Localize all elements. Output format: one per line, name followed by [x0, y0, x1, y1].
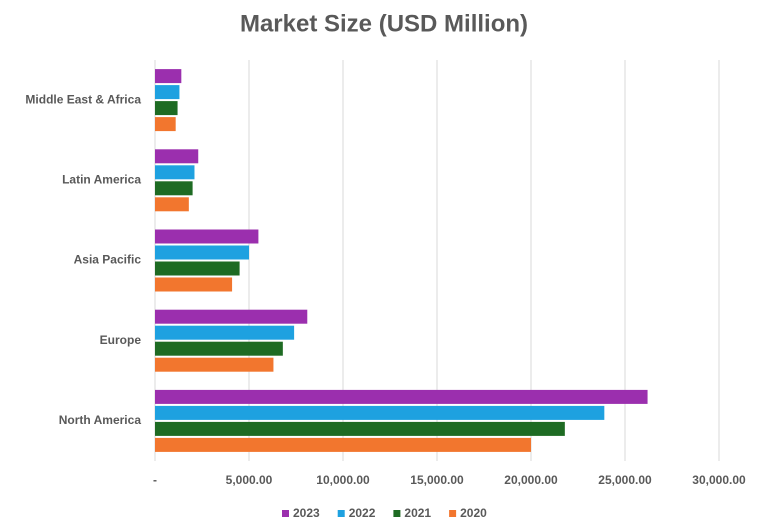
legend-swatch: [393, 510, 401, 517]
bar: [155, 421, 565, 436]
legend-label: 2021: [404, 506, 431, 520]
bar: [155, 69, 182, 84]
bar: [155, 149, 199, 164]
bar: [155, 341, 283, 356]
legend-swatch: [337, 510, 345, 517]
legend-label: 2020: [460, 506, 487, 520]
bar: [155, 437, 531, 452]
chart-title: Market Size (USD Million): [240, 10, 528, 37]
bar: [155, 229, 259, 244]
legend-label: 2023: [293, 506, 320, 520]
bar: [155, 261, 240, 276]
legend-swatch: [449, 510, 457, 517]
y-tick-label: Asia Pacific: [74, 253, 142, 267]
bar: [155, 85, 180, 100]
bar: [155, 357, 274, 372]
bar: [155, 309, 308, 324]
bar: [155, 405, 605, 420]
legend-swatch: [282, 510, 289, 517]
bar: [155, 197, 189, 212]
x-tick-label: 15,000.00: [410, 473, 464, 487]
x-tick-label: 10,000.00: [316, 473, 370, 487]
y-tick-label: Latin America: [62, 172, 141, 186]
x-tick-label: 25,000.00: [598, 473, 652, 487]
bar: [155, 165, 195, 180]
y-tick-label: Middle East & Africa: [25, 92, 141, 106]
bar: [155, 117, 176, 132]
legend-label: 2022: [349, 506, 376, 520]
y-tick-label: North America: [59, 413, 142, 427]
x-tick-label: 30,000.00: [692, 473, 746, 487]
bar: [155, 325, 295, 340]
bar: [155, 389, 648, 404]
x-tick-label: -: [153, 473, 157, 487]
bar: [155, 245, 249, 260]
bar: [155, 101, 178, 116]
x-tick-label: 5,000.00: [226, 473, 273, 487]
y-tick-label: Europe: [100, 333, 142, 347]
x-tick-label: 20,000.00: [504, 473, 558, 487]
bar: [155, 181, 193, 196]
bar: [155, 277, 233, 292]
